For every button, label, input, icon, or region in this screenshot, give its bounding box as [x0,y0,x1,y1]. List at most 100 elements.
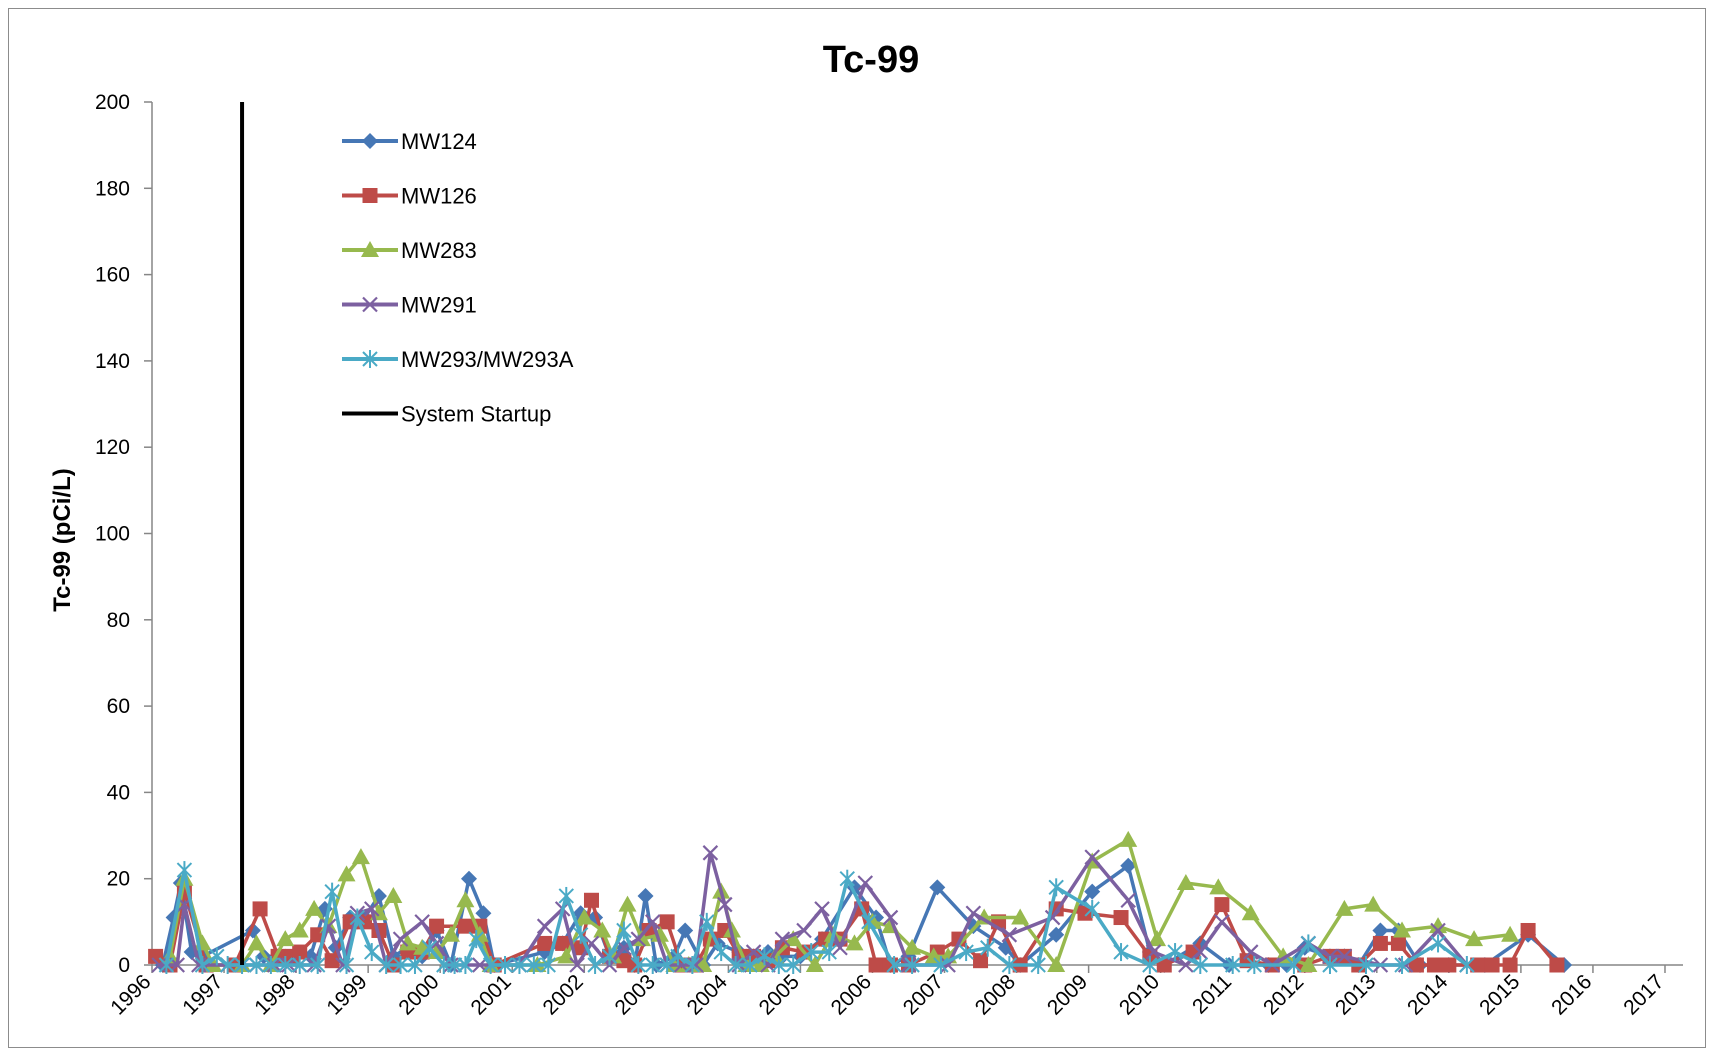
data-point [814,901,830,917]
legend-item: MW124 [342,129,477,154]
data-point [1286,956,1302,974]
data-point [933,956,949,974]
data-point [1145,944,1162,960]
legend-label: MW291 [401,293,477,318]
legend: MW124 MW126 MW283 MW291 MW293/MW293A System S… [342,129,574,427]
data-point [1502,957,1518,973]
x-tick-label: 2016 [1547,970,1596,1019]
data-point [929,879,946,896]
marker-stroke [965,905,982,921]
data-point [511,956,528,974]
data-point [1142,956,1158,974]
data-point [903,938,922,955]
x-tick-label: 2008 [971,970,1020,1019]
x-tick-label: 2002 [539,970,588,1019]
marker-stroke [630,931,647,947]
data-point [537,935,553,951]
data-point [886,956,902,974]
data-point [1372,922,1389,939]
data-point [702,845,719,861]
marker-stroke [169,957,185,973]
data-point [1393,921,1412,938]
data-point [1120,857,1137,874]
data-point [219,956,236,974]
legend-item: MW126 [342,184,477,209]
data-point [1335,899,1354,916]
data-point [398,934,417,951]
data-point [616,921,632,940]
data-point [1120,892,1137,909]
data-point [688,957,704,973]
data-point [1430,922,1446,939]
legend-label: MW293/MW293A [401,347,574,372]
data-point [338,956,355,974]
data-point [973,953,989,969]
legend-marker [362,350,378,368]
data-point [1484,957,1500,973]
data-point [857,875,874,891]
marker-stroke [414,914,430,930]
data-point [456,891,475,908]
data-point [1001,956,1018,974]
marker-stroke [644,914,661,930]
data-point [1470,957,1486,973]
y-tick-label: 200 [95,91,130,114]
data-point [472,957,488,973]
x-tick-label: 2014 [1403,970,1453,1020]
data-point [364,943,380,962]
data-point [1001,927,1018,943]
data-point [310,956,326,974]
data-point [1372,935,1388,951]
data-point [742,956,758,974]
data-point [1299,956,1318,972]
marker-stroke [796,922,812,939]
data-point [277,956,293,974]
marker-stroke [1430,922,1446,939]
data-point [784,930,803,947]
x-tick-label: 2013 [1331,970,1380,1019]
data-point [632,930,651,947]
data-point [861,912,877,931]
data-point [904,956,920,974]
data-point [209,947,225,966]
marker-stroke [702,845,719,861]
data-point [436,956,452,974]
data-point [618,895,637,912]
data-point [248,956,265,974]
marker-stroke [1084,849,1100,865]
data-point [176,861,193,880]
data-point [291,956,308,974]
data-point [821,943,837,962]
data-point [1119,830,1138,847]
x-tick-label: 2011 [1188,970,1236,1018]
x-tick-label: 2017 [1619,970,1668,1019]
data-point [670,947,686,966]
legend-item: MW283 [342,238,477,263]
legend-marker [362,188,378,203]
data-point [1459,956,1475,974]
x-tick-label: 2009 [1043,970,1092,1019]
data-point [1465,930,1484,947]
x-tick-label: 2003 [611,970,660,1019]
data-point [378,956,394,974]
data-point [324,953,340,969]
data-point [292,944,308,960]
marker-stroke [1242,944,1259,960]
y-tick-label: 80 [107,609,130,632]
x-tick-label: 1998 [250,970,299,1019]
data-point [1192,944,1209,960]
data-point [555,935,571,951]
data-point [252,901,268,917]
legend-marker [362,133,378,149]
legend-label: System Startup [401,402,551,427]
x-tick-label: 2012 [1259,970,1308,1019]
marker-stroke [1145,944,1162,960]
data-point [745,944,762,960]
data-point [1047,956,1066,972]
data-point [482,956,499,974]
legend-marker [361,241,379,257]
data-point [158,956,175,974]
data-point [980,938,996,957]
data-point [1113,943,1129,962]
y-tick-label: 120 [95,436,130,459]
